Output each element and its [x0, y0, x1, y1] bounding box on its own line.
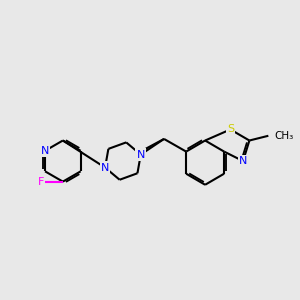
- Text: N: N: [239, 156, 247, 166]
- Text: CH₃: CH₃: [274, 131, 293, 141]
- Text: S: S: [227, 124, 234, 134]
- Text: N: N: [101, 163, 109, 172]
- Text: N: N: [136, 150, 145, 160]
- Text: N: N: [41, 146, 49, 156]
- Text: F: F: [38, 177, 44, 187]
